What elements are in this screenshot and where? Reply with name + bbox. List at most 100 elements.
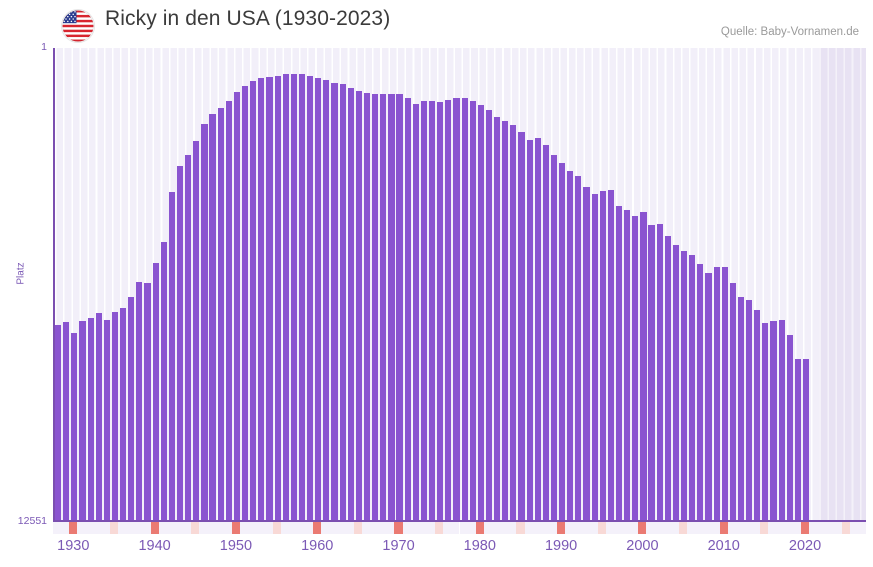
tick-cell-minor — [101, 522, 110, 534]
bar — [380, 93, 387, 521]
tick-cell-minor — [85, 522, 94, 534]
tick-cell-half — [191, 522, 200, 534]
tick-cell-minor — [223, 522, 232, 534]
bar — [778, 319, 785, 521]
bar — [437, 101, 444, 521]
tick-cell-minor — [134, 522, 143, 534]
tick-cell-minor — [492, 522, 501, 534]
tick-cell-major — [475, 522, 484, 534]
y-axis-top-tick-label: 1 — [41, 41, 47, 53]
tick-cell-minor — [288, 522, 297, 534]
tick-cell-half — [109, 522, 119, 534]
bar — [412, 103, 419, 521]
bar — [111, 311, 119, 521]
tick-cell-major — [231, 522, 240, 534]
tick-cell-minor — [61, 522, 70, 534]
bar — [681, 251, 688, 521]
x-axis-tick-label: 1950 — [219, 538, 253, 554]
tick-cell-minor — [768, 522, 777, 534]
tick-cell-minor — [646, 522, 655, 534]
tick-cell-half — [841, 522, 850, 534]
bar — [55, 324, 62, 521]
tick-cell-half — [516, 522, 525, 534]
tick-cell-minor — [451, 522, 460, 534]
bar — [746, 299, 753, 521]
tick-cell-minor — [329, 522, 338, 534]
tick-cell-minor — [581, 522, 590, 534]
bar — [217, 108, 224, 521]
tick-cell-minor — [532, 522, 541, 534]
tick-cell-major — [313, 522, 322, 534]
tick-cell-minor — [833, 522, 842, 534]
tick-cell-minor — [605, 522, 614, 534]
bar — [250, 80, 257, 521]
bar — [542, 145, 549, 521]
tick-cell-minor — [418, 522, 427, 534]
bar — [144, 282, 151, 521]
bar — [599, 191, 606, 521]
bar — [355, 91, 362, 521]
tick-cell-half — [760, 522, 769, 534]
tick-cell-minor — [524, 522, 533, 534]
tick-cell-half — [597, 522, 606, 534]
x-axis-tick-label: 1970 — [382, 538, 415, 554]
tick-cell-minor — [687, 522, 696, 534]
tick-cell-major — [800, 522, 810, 534]
bar — [290, 73, 297, 521]
bar — [591, 194, 598, 521]
bar — [640, 211, 647, 521]
tick-cell-half — [272, 522, 281, 534]
bar — [729, 282, 736, 521]
tick-cell-minor — [402, 522, 411, 534]
x-axis-tick-label: 2010 — [707, 538, 740, 554]
tick-cell-minor — [817, 522, 826, 534]
bar — [469, 100, 476, 521]
tick-cell-minor — [540, 522, 549, 534]
tick-cell-minor — [849, 522, 858, 534]
x-axis-tick-label: 2020 — [788, 538, 822, 554]
bar — [518, 131, 525, 521]
bar — [632, 216, 639, 521]
bar — [404, 98, 411, 521]
plot-area — [53, 48, 866, 521]
tick-cell-minor — [207, 522, 216, 534]
tick-cell-major — [557, 522, 566, 534]
bar — [323, 80, 330, 521]
bar — [420, 101, 428, 521]
bar — [485, 109, 493, 521]
x-axis-tick-label: 1990 — [544, 538, 578, 554]
tick-cell-minor — [256, 522, 265, 534]
bar — [274, 75, 281, 521]
x-axis-tick-label: 1930 — [57, 538, 90, 554]
tick-cell-minor — [613, 522, 623, 534]
tick-cell-minor — [548, 522, 558, 534]
bar — [71, 332, 78, 521]
tick-cell-minor — [711, 522, 720, 534]
tick-cell-minor — [183, 522, 192, 534]
bar — [233, 92, 241, 521]
bar — [697, 264, 704, 521]
tick-cell-minor — [386, 522, 395, 534]
tick-cell-minor — [53, 522, 62, 534]
tick-cell-minor — [744, 522, 753, 534]
bar — [193, 141, 200, 521]
page-title: Ricky in den USA (1930-2023) — [105, 7, 391, 30]
bar — [128, 296, 135, 521]
bar — [510, 124, 517, 521]
bar — [615, 205, 623, 521]
tick-cell-minor — [857, 522, 866, 534]
chart-header: Ricky in den USA (1930-2023) Quelle: Bab… — [0, 0, 873, 48]
tick-cell-minor — [93, 522, 102, 534]
tick-cell-minor — [77, 522, 86, 534]
tick-cell-minor — [370, 522, 379, 534]
bar — [315, 78, 322, 521]
tick-cell-minor — [695, 522, 704, 534]
x-axis-tick-label: 1980 — [463, 538, 496, 554]
tick-cell-minor — [622, 522, 631, 534]
bar — [168, 191, 175, 521]
tick-cell-minor — [459, 522, 468, 534]
tick-cell-minor — [735, 522, 745, 534]
bar — [372, 94, 379, 521]
x-axis-line — [53, 520, 866, 522]
